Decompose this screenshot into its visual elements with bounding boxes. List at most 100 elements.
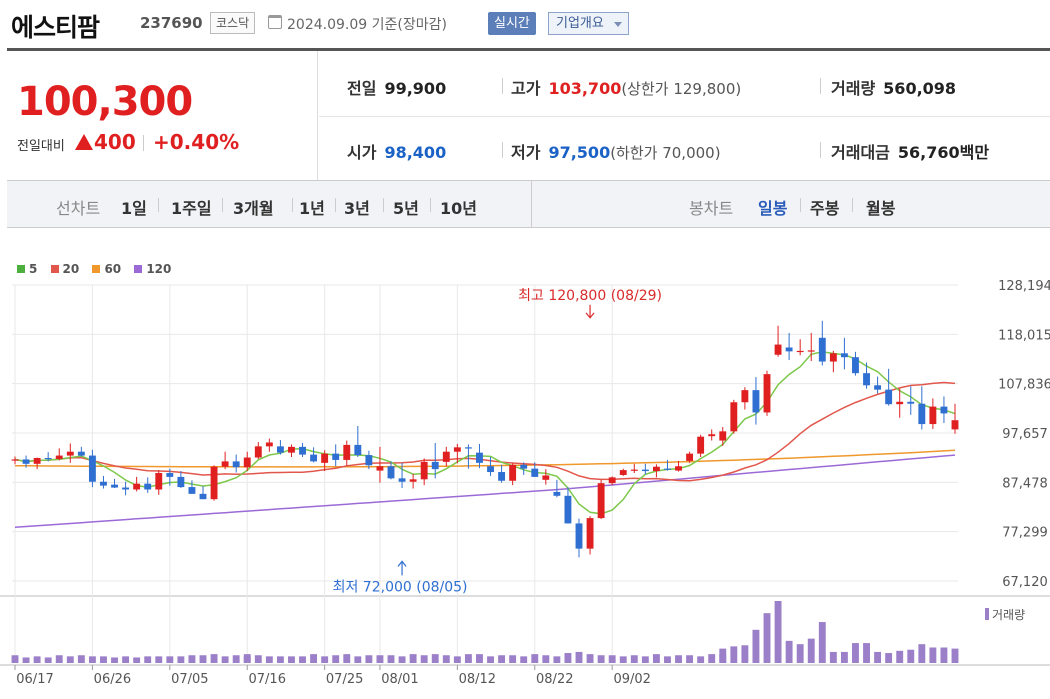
candle-up xyxy=(420,461,428,480)
volume-bar xyxy=(420,655,428,663)
base-date: 2024.09.09 기준(장마감) xyxy=(287,17,447,33)
legend-ma120: 120 xyxy=(134,262,171,276)
divider xyxy=(292,198,293,212)
volume-bar xyxy=(708,654,716,663)
y-tick-label: 128,194 xyxy=(998,279,1050,294)
candle-down xyxy=(431,461,439,470)
candle-down xyxy=(498,472,506,481)
volume-bar xyxy=(144,656,152,663)
divider xyxy=(800,198,801,212)
candle-up xyxy=(210,466,218,500)
volume-bar xyxy=(730,646,738,663)
high-price: 고가 103,700(상한가 129,800) xyxy=(511,75,741,99)
x-tick-label: 06/17 xyxy=(16,672,53,687)
tab-3-years[interactable]: 3년 xyxy=(344,199,370,218)
open-label: 시가 xyxy=(347,143,377,162)
candle-up xyxy=(796,350,804,353)
legend-swatch xyxy=(92,265,101,273)
candle-down xyxy=(365,455,373,466)
company-overview-dropdown[interactable]: 기업개요 xyxy=(548,12,629,35)
divider xyxy=(820,78,821,94)
volume-legend-label: 거래량 xyxy=(992,608,1025,622)
volume-value: 560,098 xyxy=(883,79,957,98)
top-edge xyxy=(0,282,1050,283)
max-price-annotation: 최고 120,800 (08/29) xyxy=(518,288,662,304)
divider xyxy=(158,198,159,212)
candle-down xyxy=(144,483,152,490)
volume-bar xyxy=(332,655,340,663)
chevron-down-icon xyxy=(614,22,622,27)
volume-bar xyxy=(807,638,815,663)
prev-close-value: 99,900 xyxy=(384,79,447,98)
candle-down xyxy=(111,484,118,488)
tab-5-years[interactable]: 5년 xyxy=(393,199,419,218)
volume-bar xyxy=(453,656,461,663)
realtime-button[interactable]: 실시간 xyxy=(488,12,536,35)
y-tick-label: 97,657 xyxy=(1002,427,1048,442)
candle-up xyxy=(243,457,251,468)
x-tick-label: 08/01 xyxy=(381,672,418,687)
candle-down xyxy=(664,468,671,470)
volume: 거래량 560,098 xyxy=(831,75,956,99)
candle-down xyxy=(464,447,472,449)
volume-bar xyxy=(66,656,74,663)
candle-down xyxy=(177,476,185,488)
candle-down xyxy=(641,469,649,472)
candle-down xyxy=(575,523,583,549)
tab-daily[interactable]: 일봉 xyxy=(758,199,788,218)
candle-chart-label: 봉차트 xyxy=(689,199,734,218)
candle-up xyxy=(66,451,74,456)
ma20-line xyxy=(14,381,956,482)
tab-weekly[interactable]: 주봉 xyxy=(810,199,840,218)
volume-bar xyxy=(88,656,96,663)
candlestick-chart[interactable]: 128,194 118,015 107,836 97,657 87,478 77,299 6… xyxy=(0,250,1050,699)
candle-down xyxy=(520,464,528,469)
candle-up xyxy=(675,466,682,471)
candle-up xyxy=(697,436,705,454)
tab-1-year[interactable]: 1년 xyxy=(299,199,325,218)
candle-up xyxy=(221,461,229,467)
volume-bar xyxy=(365,655,373,663)
candle-up xyxy=(11,459,19,461)
volume-bar xyxy=(254,655,262,663)
stock-header: 에스티팜 237690 코스닥 2024.09.09 기준(장마감) 실시간 기… xyxy=(0,0,1050,50)
tab-monthly[interactable]: 월봉 xyxy=(866,199,896,218)
legend-ma60: 60 xyxy=(92,262,121,276)
x-tick-label: 07/05 xyxy=(171,672,208,687)
volume-bar xyxy=(752,629,760,663)
legend-swatch xyxy=(17,265,25,273)
volume-bar xyxy=(398,656,406,663)
tab-1-week[interactable]: 1주일 xyxy=(171,199,212,218)
up-triangle-icon xyxy=(75,134,93,150)
volume-bar xyxy=(354,656,362,663)
legend-ma5: 5 xyxy=(17,262,37,276)
candle-up xyxy=(951,420,959,430)
volume-label: 거래량 xyxy=(831,79,876,98)
volume-bar xyxy=(641,656,649,663)
candle-down xyxy=(276,446,284,453)
ma120-line xyxy=(14,454,956,529)
candle-up xyxy=(265,442,273,447)
volume-bar xyxy=(166,656,174,663)
volume-bar xyxy=(675,655,682,663)
legend-swatch xyxy=(134,265,143,273)
divider xyxy=(383,198,384,212)
volume-bar xyxy=(387,655,395,663)
volume-bar xyxy=(431,654,439,663)
volume-bar xyxy=(608,655,616,663)
candle-down xyxy=(77,451,85,456)
volume-bar xyxy=(155,656,163,663)
tab-3-months[interactable]: 3개월 xyxy=(233,199,274,218)
tab-10-years[interactable]: 10년 xyxy=(440,199,477,218)
open-price: 시가 98,400 xyxy=(347,139,446,163)
tab-1-day[interactable]: 1일 xyxy=(121,199,147,218)
min-arrow-head xyxy=(397,560,407,567)
volume-bar xyxy=(564,653,572,663)
company-overview-label: 기업개요 xyxy=(556,16,604,31)
price-chart[interactable]: 5 20 60 120 128,194 118,015 107,836 97,657 8… xyxy=(0,250,1050,699)
volume-bar xyxy=(520,656,528,663)
volume-legend-swatch xyxy=(985,608,989,620)
volume-bar xyxy=(586,654,594,663)
volume-bar xyxy=(210,654,218,663)
header-divider xyxy=(7,48,1050,51)
